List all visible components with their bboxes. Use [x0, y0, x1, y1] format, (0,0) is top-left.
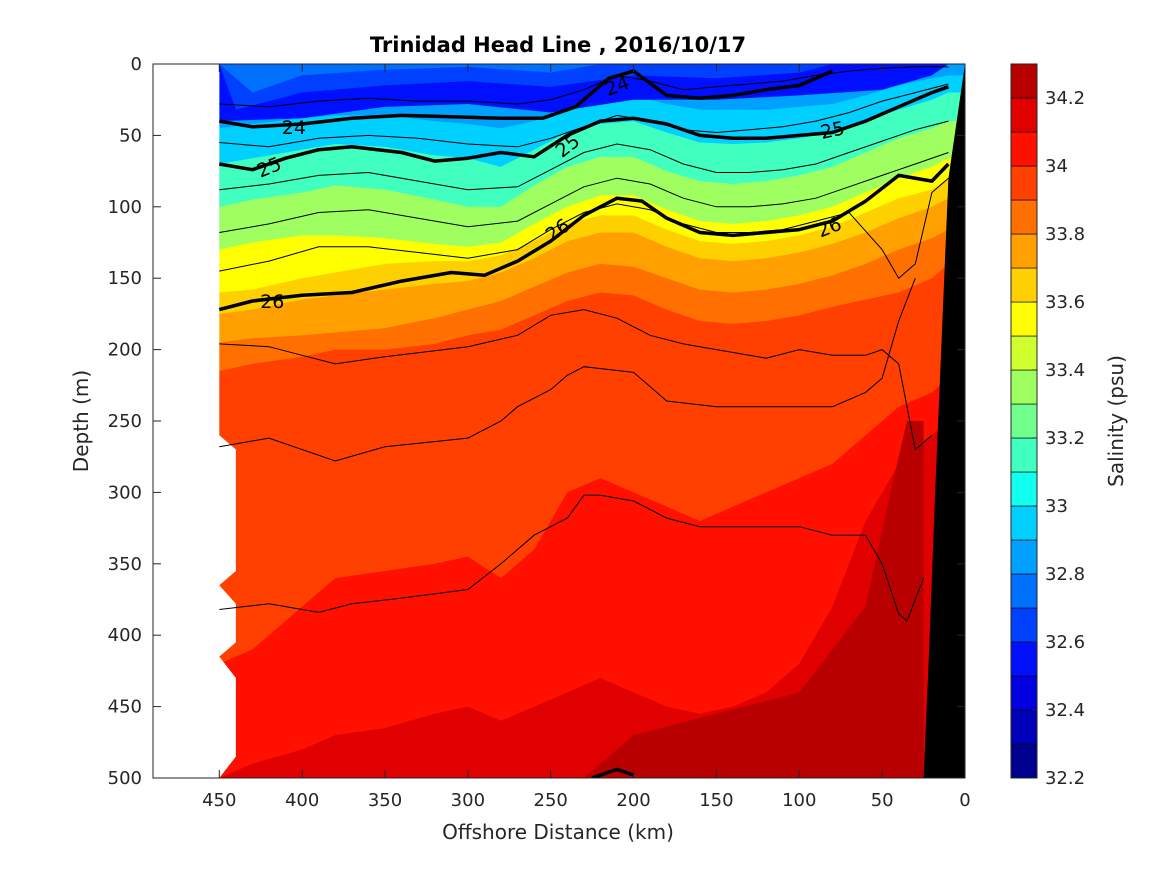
y-tick-label: 350	[108, 554, 142, 575]
thin-contour-7	[219, 494, 925, 622]
x-tick-label: 200	[616, 790, 650, 811]
colorbar-swatch	[1010, 63, 1038, 99]
thin-contour-2	[219, 120, 949, 191]
colorbar-tick-label: 32.6	[1045, 632, 1085, 653]
density-contour-26	[218, 162, 950, 312]
colorbar-tick-label: 33.8	[1045, 224, 1085, 245]
density-contour-24	[219, 69, 834, 129]
colorbar-tick-label: 32.4	[1045, 700, 1085, 721]
colorbar-swatch	[1010, 539, 1038, 575]
y-tick-label: 0	[131, 54, 142, 75]
y-axis-label: Depth (m)	[69, 370, 93, 472]
salinity-patch-34.2	[583, 421, 924, 778]
y-tick-label: 150	[108, 268, 142, 289]
thin-contour-5	[219, 309, 933, 451]
colorbar-swatch	[1010, 165, 1038, 201]
colorbar-tick-label: 33	[1045, 496, 1068, 517]
x-tick-label: 450	[202, 790, 236, 811]
colorbar-swatch	[1010, 641, 1038, 677]
x-axis-label: Offshore Distance (km)	[442, 820, 674, 844]
low-salinity-patch-32.6	[219, 64, 949, 110]
colorbar-swatch	[1010, 709, 1038, 745]
colorbar-swatch	[1010, 335, 1038, 371]
colorbar-tick-label: 33.2	[1045, 428, 1085, 449]
thin-contour-0	[219, 66, 949, 108]
y-tick-label: 100	[108, 197, 142, 218]
colorbar-swatch	[1010, 233, 1038, 269]
colorbar-swatch	[1010, 743, 1038, 779]
colorbar-tick-label: 32.8	[1045, 564, 1085, 585]
contour-label-24: 24	[282, 117, 306, 139]
colorbar-swatch	[1010, 97, 1038, 133]
y-tick-label: 250	[108, 411, 142, 432]
x-tick-label: 400	[285, 790, 319, 811]
seafloor	[923, 64, 965, 778]
colorbar-swatch	[1010, 573, 1038, 609]
y-tick-label: 200	[108, 340, 142, 361]
colorbar-swatch	[1010, 301, 1038, 337]
contour-label-25: 25	[819, 117, 847, 144]
colorbar-swatch	[1010, 471, 1038, 507]
x-tick-label: 350	[368, 790, 402, 811]
low-salinity-patch-32.7	[219, 64, 949, 93]
colorbar-tick-label: 34	[1045, 156, 1068, 177]
colorbar-tick-label: 33.4	[1045, 360, 1085, 381]
colorbar-tick-label: 33.6	[1045, 292, 1085, 313]
y-tick-label: 450	[108, 697, 142, 718]
y-tick-label: 500	[108, 768, 142, 789]
salinity-field	[153, 64, 965, 778]
colorbar-swatch	[1010, 505, 1038, 541]
x-tick-label: 300	[451, 790, 485, 811]
chart-title: Trinidad Head Line , 2016/10/17	[370, 33, 746, 57]
colorbar-swatch	[1010, 403, 1038, 439]
colorbar-swatch	[1010, 607, 1038, 643]
colorbar-frame	[1010, 63, 1038, 779]
x-tick-label: 0	[959, 790, 970, 811]
colorbar-tick-label: 32.2	[1045, 768, 1085, 789]
colorbar: 34.2 34 33.8 33.6 33.4 33.2 33 32.8 32.6 32.4 32.2	[1010, 63, 1085, 789]
salinity-band-34.1	[219, 421, 965, 778]
colorbar-label: Salinity (psu)	[1104, 355, 1128, 487]
x-axis: 450 400 350 300 250 200 150 100 50 0	[202, 64, 971, 811]
colorbar-swatch	[1010, 369, 1038, 405]
colorbar-swatch	[1010, 437, 1038, 473]
density-contour-deep	[591, 767, 635, 778]
thin-contour-3	[219, 152, 949, 233]
colorbar-swatch	[1010, 675, 1038, 711]
density-contour-25	[219, 85, 949, 172]
colorbar-tick-label: 34.2	[1045, 88, 1085, 109]
y-tick-label: 300	[108, 482, 142, 503]
contour-label-26: 26	[260, 291, 284, 313]
salinity-band-34	[219, 378, 965, 778]
x-tick-label: 50	[871, 790, 894, 811]
x-tick-label: 150	[699, 790, 733, 811]
y-axis: 0 50 100 150 200 250 300 350 400 450 500	[108, 54, 965, 789]
colorbar-swatch	[1010, 131, 1038, 167]
y-tick-label: 50	[119, 125, 142, 146]
thin-contour-6	[219, 278, 916, 462]
x-tick-label: 250	[534, 790, 568, 811]
x-tick-label: 100	[782, 790, 816, 811]
seafloor-polygon	[923, 64, 965, 778]
colorbar-swatch	[1010, 199, 1038, 235]
colorbar-swatch	[1010, 267, 1038, 303]
y-tick-label: 400	[108, 625, 142, 646]
no-data-region	[153, 64, 236, 778]
